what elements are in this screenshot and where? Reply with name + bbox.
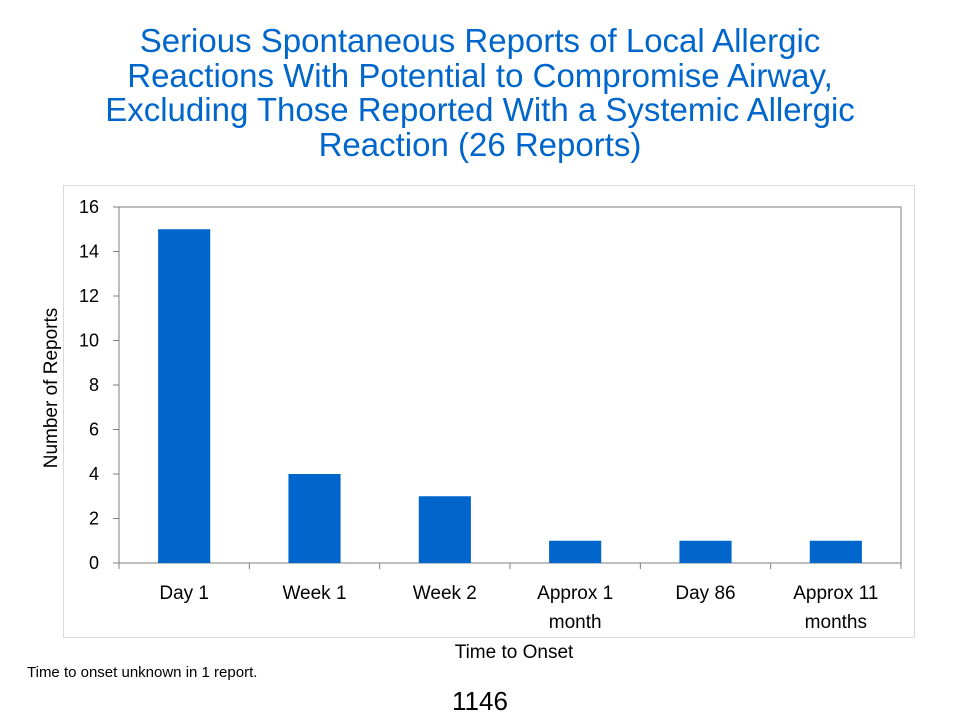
- bar: [549, 540, 602, 563]
- y-tick-label: 10: [79, 331, 99, 351]
- y-tick-label: 8: [89, 375, 99, 395]
- y-axis-title: Number of Reports: [41, 308, 62, 469]
- x-category-label: Approx 1: [537, 583, 613, 604]
- bar: [679, 540, 732, 563]
- bar: [809, 540, 862, 563]
- x-category-label: Day 86: [675, 583, 735, 604]
- y-tick-label: 14: [79, 242, 99, 262]
- y-tick-label: 4: [89, 464, 99, 484]
- title-line-4: Reaction (26 Reports): [318, 125, 642, 163]
- plot-area: [118, 206, 902, 564]
- y-tick-label: 6: [89, 420, 99, 440]
- title-line-3: Excluding Those Reported With a Systemic…: [105, 91, 855, 129]
- footnote: Time to onset unknown in 1 report.: [27, 664, 258, 681]
- y-tick-label: 12: [79, 286, 99, 306]
- x-category-label: month: [549, 612, 602, 633]
- x-axis-title: Time to Onset: [455, 642, 574, 663]
- y-tick-label: 2: [89, 509, 99, 529]
- title-line-2: Reactions With Potential to Compromise A…: [127, 56, 833, 94]
- bar: [158, 229, 211, 563]
- bar: [418, 496, 471, 563]
- x-category-label: Week 1: [282, 583, 346, 604]
- x-category-label: Day 1: [159, 583, 209, 604]
- y-tick-label: 16: [79, 197, 99, 217]
- y-tick-label: 0: [89, 553, 99, 573]
- x-category-label: months: [805, 612, 867, 633]
- x-category-label: Week 2: [413, 583, 477, 604]
- bar: [288, 474, 341, 563]
- title-line-1: Serious Spontaneous Reports of Local All…: [139, 22, 821, 59]
- x-category-label: Approx 11: [793, 583, 878, 604]
- page-number: 1146: [452, 686, 508, 716]
- slide-title: Serious Spontaneous Reports of Local All…: [20, 22, 940, 163]
